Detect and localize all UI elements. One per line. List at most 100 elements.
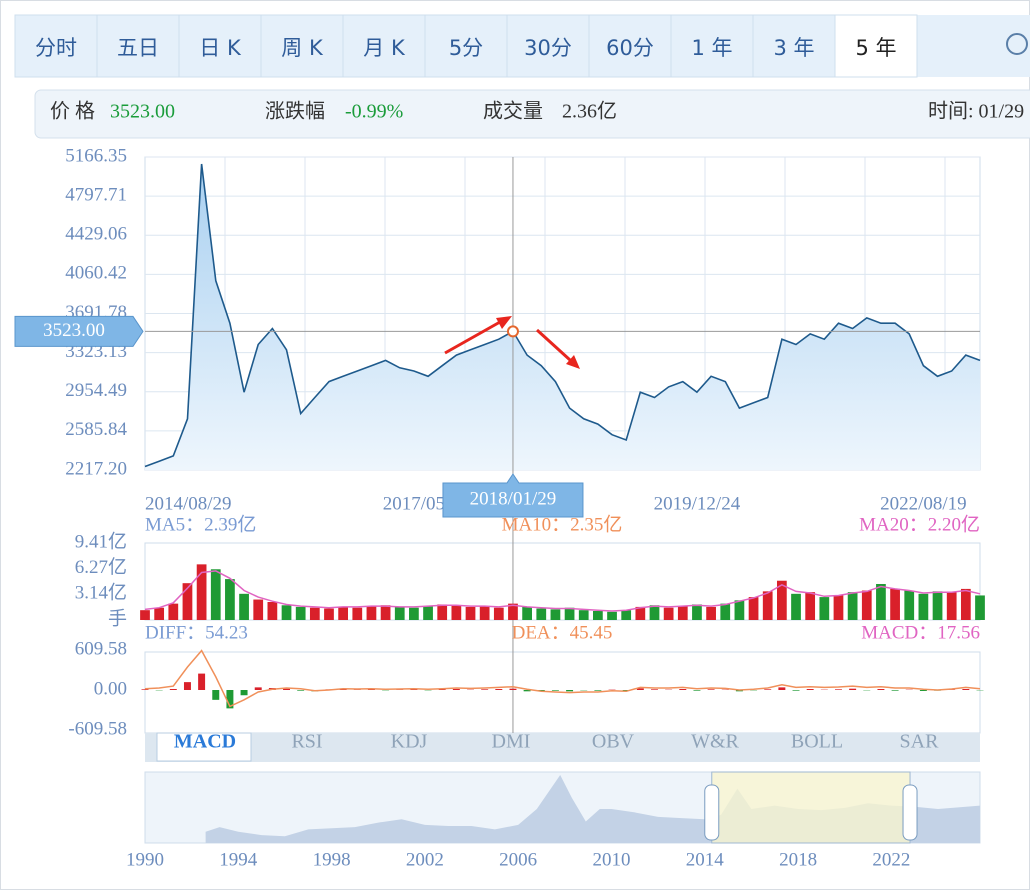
volume-bar xyxy=(805,592,816,620)
tab[interactable] xyxy=(342,14,426,78)
volume-bar xyxy=(564,607,575,620)
macd-bar xyxy=(339,689,347,690)
x-tick-label: 2017/05 xyxy=(383,493,445,514)
tab[interactable] xyxy=(834,14,918,78)
macd-bar xyxy=(240,690,248,696)
macd-bar xyxy=(806,689,814,690)
x-tick-label: 2014/08/29 xyxy=(145,493,232,514)
macd-bar xyxy=(707,689,715,690)
tab-label: 周 K xyxy=(281,36,324,60)
ma-line xyxy=(144,570,981,612)
volume-bar xyxy=(819,597,830,620)
tab-label: 5分 xyxy=(449,36,483,60)
legend-item: DIFF：54.23 xyxy=(145,622,248,643)
macd-bar xyxy=(778,687,786,690)
indicator-tab[interactable]: MACD xyxy=(174,731,236,753)
change-label: 涨跌幅 xyxy=(265,100,325,123)
tab[interactable] xyxy=(752,14,836,78)
navigator-selection[interactable] xyxy=(711,771,911,844)
x-tick-label: 2022/08/19 xyxy=(880,493,967,514)
volume-bar xyxy=(578,610,589,620)
price-label: 价 格 xyxy=(50,100,95,123)
indicator-tab[interactable]: SAR xyxy=(900,731,940,753)
x-tick-label: 1990 xyxy=(126,849,164,870)
legend-item: MA20：2.20亿 xyxy=(859,513,980,535)
price-area xyxy=(145,164,980,470)
change: -0.99% xyxy=(345,101,403,123)
tab-label: 分时 xyxy=(35,36,77,60)
macd-bar xyxy=(551,690,559,691)
volume-bar xyxy=(154,607,165,620)
volume-bar xyxy=(932,591,943,620)
tab[interactable] xyxy=(14,14,98,78)
macd-bar xyxy=(198,673,206,690)
macd-bar xyxy=(651,689,658,690)
volume-bar xyxy=(508,603,518,620)
tab[interactable] xyxy=(424,14,508,78)
volume-bar xyxy=(960,588,971,620)
volume-bar xyxy=(140,610,150,620)
volume-bar xyxy=(437,604,448,620)
macd-bar xyxy=(962,689,970,690)
volume-bar xyxy=(168,603,179,620)
volume-bar xyxy=(324,608,334,620)
volume-bar xyxy=(295,606,306,620)
tab-label: 60分 xyxy=(606,36,654,60)
volume-bar xyxy=(309,607,320,620)
volume-label: 成交量 xyxy=(483,100,543,123)
tab-label: 1 年 xyxy=(691,36,732,60)
volume-bar xyxy=(720,603,731,620)
macd-bar xyxy=(283,688,291,690)
tab[interactable] xyxy=(260,14,344,78)
x-tick-label: 2022 xyxy=(872,849,910,870)
volume-bar xyxy=(762,591,773,620)
crosshair-point xyxy=(506,325,519,338)
tab[interactable] xyxy=(506,14,590,78)
macd-bar xyxy=(919,690,927,691)
tab[interactable] xyxy=(588,14,672,78)
indicator-bar xyxy=(145,733,980,762)
legend-item: MACD：17.56 xyxy=(861,622,980,643)
volume-bar xyxy=(833,595,844,620)
indicator-tab[interactable]: BOLL xyxy=(791,731,843,753)
y-tick-label: 4060.42 xyxy=(65,263,127,284)
x-tick-label: 1994 xyxy=(219,849,258,870)
annotation-arrows xyxy=(444,316,580,369)
macd-bar xyxy=(509,688,517,690)
tab-label: 5 年 xyxy=(855,36,896,60)
macd-bar xyxy=(141,689,149,690)
macd-bar xyxy=(481,689,489,690)
tab[interactable] xyxy=(178,14,262,78)
volume-bar xyxy=(791,593,801,620)
x-tick-label: 2006 xyxy=(499,849,537,870)
tab[interactable] xyxy=(670,14,754,78)
y-tick-label: 609.58 xyxy=(75,638,127,659)
macd-bar xyxy=(495,689,503,690)
volume-bar xyxy=(890,588,900,620)
indicator-tab[interactable]: KDJ xyxy=(391,731,428,753)
volume-bar xyxy=(239,593,249,620)
tab-label: 3 年 xyxy=(773,36,814,60)
indicator-tab[interactable]: OBV xyxy=(592,731,635,753)
macd-bar xyxy=(226,690,234,709)
macd-bar xyxy=(254,687,262,690)
volume-bar xyxy=(706,606,716,620)
navigator-handle[interactable] xyxy=(902,784,918,841)
volume-bar xyxy=(918,593,929,620)
macd-bar xyxy=(679,689,687,690)
tab[interactable] xyxy=(96,14,180,78)
macd-bar xyxy=(297,690,305,691)
indicator-tab[interactable]: RSI xyxy=(291,731,322,753)
x-tick-label: 2010 xyxy=(592,849,630,870)
macd-bar xyxy=(367,689,375,690)
volume-bar xyxy=(748,597,759,620)
indicator-tab[interactable]: DMI xyxy=(492,731,531,753)
y-tick-label: 9.41亿 xyxy=(75,530,127,552)
indicator-tab[interactable]: W&R xyxy=(691,731,739,753)
price: 3523.00 xyxy=(110,101,175,123)
navigator-handle[interactable] xyxy=(704,784,720,841)
y-tick-label: 2217.20 xyxy=(65,458,127,479)
zoom-icon[interactable] xyxy=(1006,33,1028,55)
